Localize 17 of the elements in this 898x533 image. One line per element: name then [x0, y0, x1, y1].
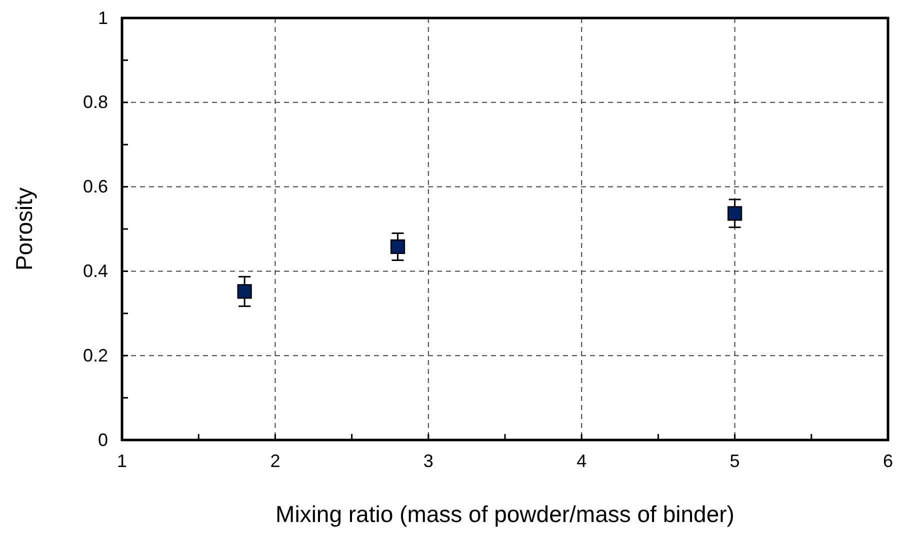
y-tick-label: 1: [98, 8, 108, 28]
x-tick-label: 4: [576, 450, 587, 471]
point: [390, 239, 406, 254]
y-axis-title: Porosity: [11, 186, 37, 271]
y-tick-label: 0.8: [82, 92, 108, 112]
x-tick-label: 5: [730, 450, 740, 471]
x-tick-label: 1: [116, 450, 128, 471]
y-tick-label: 0: [98, 430, 108, 450]
x-tick-label: 2: [270, 450, 280, 471]
y-tick-label: 0.4: [82, 260, 108, 281]
point: [727, 206, 742, 221]
x-axis-title: Mixing ratio (mass of powder/mass of binder): [276, 501, 734, 527]
x-tick-label: 6: [882, 450, 894, 471]
point: [237, 284, 252, 299]
y-tick-label: 0.2: [82, 345, 108, 366]
y-tick-label: 0.6: [82, 176, 108, 197]
x-tick-label: 3: [423, 450, 434, 471]
